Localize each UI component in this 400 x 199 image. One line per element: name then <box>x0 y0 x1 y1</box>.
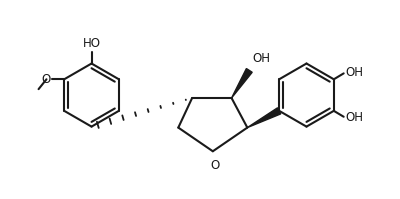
Text: HO: HO <box>82 37 100 50</box>
Text: O: O <box>41 73 50 86</box>
Text: OH: OH <box>252 53 270 65</box>
Text: OH: OH <box>346 111 364 124</box>
Text: O: O <box>210 159 220 172</box>
Polygon shape <box>232 68 252 98</box>
Text: OH: OH <box>346 66 364 79</box>
Polygon shape <box>247 108 281 128</box>
